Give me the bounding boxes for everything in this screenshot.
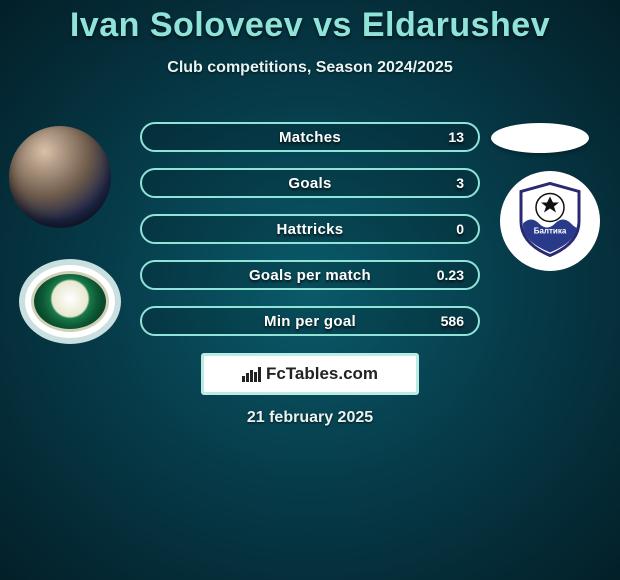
stat-label: Matches xyxy=(142,124,478,150)
stat-label: Goals xyxy=(142,170,478,196)
stat-value: 586 xyxy=(441,308,464,334)
stat-value: 3 xyxy=(456,170,464,196)
stat-row: Goals3 xyxy=(140,168,480,198)
player1-avatar xyxy=(9,126,111,228)
stat-label: Hattricks xyxy=(142,216,478,242)
stats-container: Matches13 Goals3 Hattricks0 Goals per match… xyxy=(140,122,480,352)
date-label: 21 february 2025 xyxy=(0,409,620,427)
team2-crest: Балтика xyxy=(500,171,600,271)
page-title: Ivan Soloveev vs Eldarushev xyxy=(0,0,620,45)
brand-label: FcTables.com xyxy=(266,364,378,384)
team2-crest-shield: Балтика xyxy=(517,181,583,257)
stat-value: 0 xyxy=(456,216,464,242)
stat-row: Goals per match0.23 xyxy=(140,260,480,290)
team1-crest xyxy=(19,259,121,344)
bar-chart-icon xyxy=(242,366,262,382)
stat-row: Hattricks0 xyxy=(140,214,480,244)
stat-value: 13 xyxy=(448,124,464,150)
subtitle: Club competitions, Season 2024/2025 xyxy=(0,59,620,77)
svg-text:Балтика: Балтика xyxy=(534,226,567,235)
stat-value: 0.23 xyxy=(437,262,464,288)
team1-crest-inner xyxy=(31,271,109,332)
stat-label: Goals per match xyxy=(142,262,478,288)
stat-row: Matches13 xyxy=(140,122,480,152)
stat-label: Min per goal xyxy=(142,308,478,334)
stat-row: Min per goal586 xyxy=(140,306,480,336)
player2-placeholder xyxy=(491,123,589,153)
brand-box: FcTables.com xyxy=(201,353,419,395)
